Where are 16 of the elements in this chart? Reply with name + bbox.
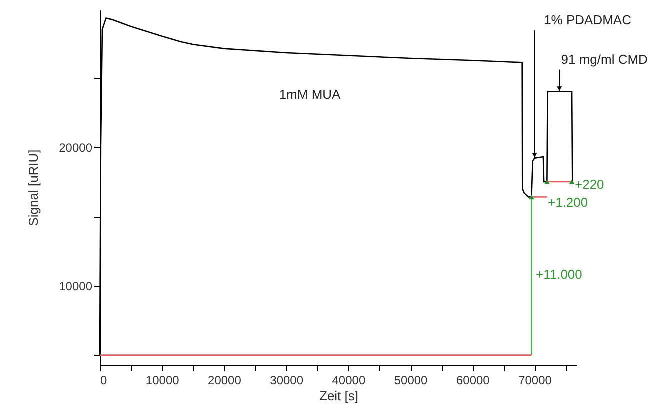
x-tick-label: 20000 (208, 374, 242, 388)
x-tick-label: 30000 (270, 374, 304, 388)
x-tick-label: 70000 (518, 374, 552, 388)
y-axis-title: Signal [uRIU] (26, 150, 42, 226)
x-axis-title: Zeit [s] (319, 388, 359, 404)
x-tick-label: 10000 (146, 374, 180, 388)
annotation: +220 (575, 177, 604, 192)
annotation: 91 mg/ml CMD (561, 52, 648, 67)
x-tick-label: 50000 (394, 374, 428, 388)
annotation: 1% PDADMAC (544, 12, 632, 28)
x-tick-label: 60000 (456, 374, 490, 388)
x-tick-label: 40000 (332, 374, 366, 388)
x-tick-label: 0 (100, 374, 108, 388)
annotation: +11.000 (536, 267, 582, 282)
annotation: 1mM MUA (279, 87, 342, 102)
annotation: +1.200 (548, 195, 588, 210)
